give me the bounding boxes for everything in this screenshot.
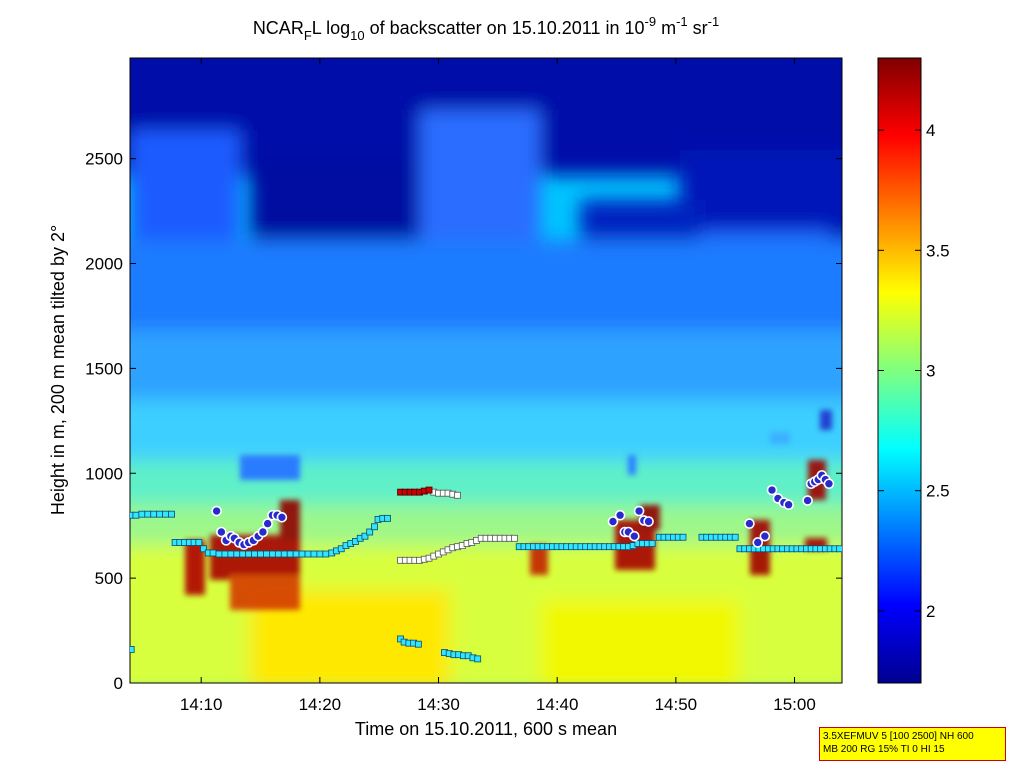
cyan-square-marker bbox=[233, 550, 241, 558]
blue-circle-marker bbox=[216, 526, 227, 538]
blue-circle-marker bbox=[211, 505, 222, 517]
plot-frame bbox=[129, 57, 843, 684]
blue-circle-marker bbox=[783, 499, 794, 511]
blue-circle-marker bbox=[752, 537, 764, 548]
cyan-square-marker bbox=[162, 510, 170, 518]
blue-circle-marker bbox=[744, 518, 755, 529]
cyan-square-marker bbox=[132, 511, 140, 519]
blue-circle-marker bbox=[262, 518, 273, 529]
blue-circle-marker bbox=[802, 495, 813, 506]
cyan-square-marker bbox=[322, 550, 330, 558]
chart-title: NCARFL log10 of backscatter on 15.10.201… bbox=[253, 14, 719, 43]
x-tick-label: 14:50 bbox=[655, 695, 698, 714]
cyan-square-marker bbox=[200, 545, 207, 553]
cyan-square-marker bbox=[679, 533, 687, 541]
info-line-2: MB 200 RG 15% TI 0 HI 15 bbox=[823, 744, 945, 755]
x-tick-label: 15:00 bbox=[773, 695, 816, 714]
cyan-square-marker bbox=[263, 550, 270, 558]
red-square-marker bbox=[425, 486, 433, 494]
cyan-square-marker bbox=[215, 550, 223, 558]
y-axis: 0 500 1000 1500 2000 2500 bbox=[85, 150, 842, 693]
y-tick-label: 500 bbox=[95, 569, 123, 588]
cyan-square-marker bbox=[239, 550, 247, 558]
cyan-square-marker bbox=[274, 550, 282, 558]
cyan-square-marker bbox=[292, 550, 300, 558]
cyan-square-marker bbox=[648, 540, 656, 547]
white-square-marker bbox=[511, 534, 518, 542]
y-tick-label: 2500 bbox=[85, 150, 123, 169]
x-axis: 14:10 14:20 14:30 14:40 14:50 15:00 bbox=[180, 58, 816, 714]
blue-circle-marker bbox=[766, 484, 778, 496]
colorbar-tick-label: 3.5 bbox=[926, 241, 950, 260]
blue-circle-marker bbox=[607, 516, 619, 527]
blue-circle-marker bbox=[759, 530, 771, 542]
x-tick-label: 14:40 bbox=[536, 695, 579, 714]
x-tick-label: 14:20 bbox=[299, 695, 342, 714]
cyan-square-marker bbox=[836, 545, 842, 553]
detection-markers bbox=[130, 470, 842, 663]
colorbar-tick-label: 3 bbox=[926, 362, 935, 381]
cyan-square-marker bbox=[195, 539, 203, 546]
blue-circle-marker bbox=[629, 530, 640, 542]
cyan-square-marker bbox=[414, 640, 422, 648]
cyan-square-marker bbox=[361, 532, 369, 540]
cyan-square-marker bbox=[138, 510, 146, 518]
blue-circle-marker bbox=[257, 526, 269, 538]
y-axis-label: Height in m, 200 m mean tilted by 2° bbox=[48, 225, 68, 515]
y-tick-label: 0 bbox=[114, 674, 123, 693]
cyan-square-marker bbox=[384, 514, 391, 522]
cyan-square-marker bbox=[257, 550, 264, 558]
cyan-square-marker bbox=[245, 550, 253, 558]
cyan-square-marker bbox=[150, 510, 158, 518]
cyan-square-marker bbox=[251, 550, 259, 558]
blue-circle-marker bbox=[633, 505, 645, 517]
cyan-square-marker bbox=[156, 510, 164, 518]
cyan-square-marker bbox=[366, 528, 374, 536]
cyan-square-marker bbox=[227, 550, 235, 558]
colorbar bbox=[877, 57, 922, 684]
cyan-square-marker bbox=[731, 533, 739, 541]
blue-circle-marker bbox=[643, 516, 654, 527]
y-tick-label: 1000 bbox=[85, 464, 123, 483]
y-tick-label: 1500 bbox=[85, 359, 123, 378]
cyan-square-marker bbox=[280, 550, 288, 558]
cyan-square-marker bbox=[316, 550, 324, 558]
cyan-square-marker bbox=[310, 550, 318, 558]
y-tick-label: 2000 bbox=[85, 255, 123, 274]
x-tick-label: 14:30 bbox=[417, 695, 460, 714]
cyan-square-marker bbox=[286, 550, 294, 558]
cyan-square-marker bbox=[209, 549, 217, 557]
x-axis-label: Time on 15.10.2011, 600 s mean bbox=[355, 719, 617, 739]
colorbar-axis: 2 2.5 3 3.5 4 bbox=[878, 121, 950, 621]
cyan-square-marker bbox=[130, 646, 135, 653]
white-square-marker bbox=[454, 491, 461, 499]
blue-circle-marker bbox=[614, 509, 626, 521]
cyan-square-marker bbox=[474, 655, 482, 663]
info-box: 3.5XEFMUV 5 [100 2500] NH 600 MB 200 RG … bbox=[819, 727, 1006, 761]
colorbar-tick-label: 2 bbox=[926, 602, 935, 621]
backscatter-heatmap bbox=[130, 58, 842, 683]
blue-circle-marker bbox=[276, 512, 288, 523]
cyan-square-marker bbox=[371, 523, 378, 531]
cyan-square-marker bbox=[221, 550, 229, 558]
cyan-square-marker bbox=[304, 550, 312, 558]
colorbar-tick-label: 4 bbox=[926, 121, 935, 140]
info-line-1: 3.5XEFMUV 5 [100 2500] NH 600 bbox=[823, 731, 974, 742]
colorbar-tick-label: 2.5 bbox=[926, 482, 950, 501]
x-tick-label: 14:10 bbox=[180, 695, 223, 714]
cyan-square-marker bbox=[168, 510, 175, 518]
cyan-square-marker bbox=[268, 550, 276, 558]
cyan-square-marker bbox=[144, 510, 152, 518]
cyan-square-marker bbox=[298, 550, 306, 558]
blue-circle-marker bbox=[823, 478, 835, 490]
